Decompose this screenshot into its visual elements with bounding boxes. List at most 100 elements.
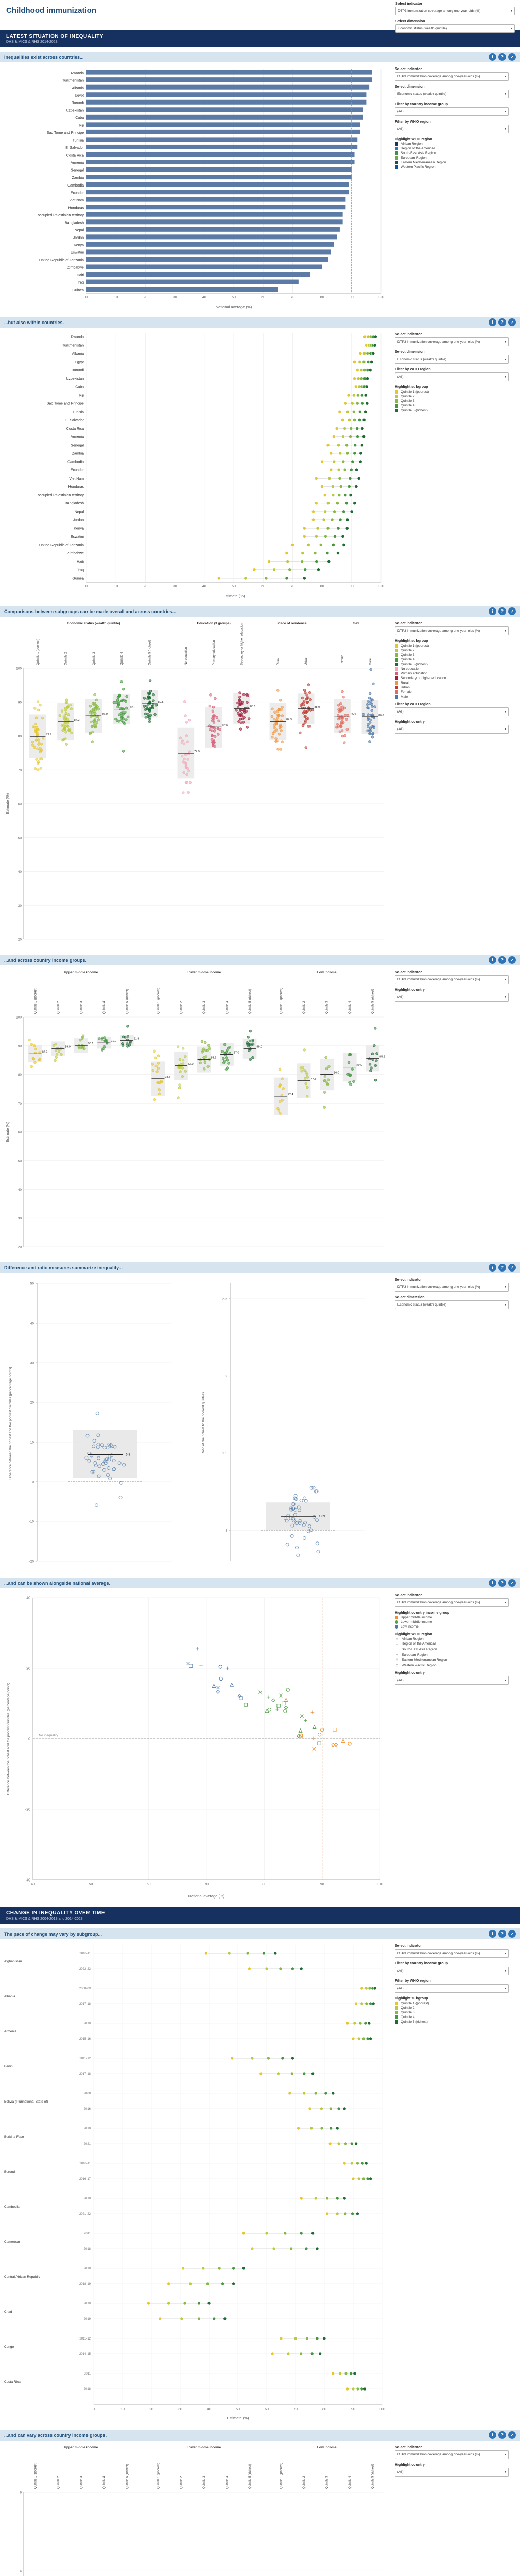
help-icon[interactable]: ? [498, 53, 506, 61]
svg-text:Quintile 3: Quintile 3 [80, 1001, 83, 1014]
share-icon[interactable]: ↗ [508, 1579, 516, 1587]
select-indicator-select[interactable]: DTP3 immunization coverage among one-yea… [395, 72, 509, 81]
svg-text:Quintile 4: Quintile 4 [349, 2476, 352, 2489]
help-icon[interactable]: ? [498, 607, 506, 615]
legend-item[interactable]: ◇ Western Pacific Region [395, 1663, 437, 1668]
select-indicator-select[interactable]: DTP3 immunization coverage among one-yea… [395, 1949, 509, 1958]
help-icon[interactable]: ? [498, 318, 506, 326]
legend-item[interactable]: Quintile 5 (richest) [395, 663, 509, 666]
legend-item[interactable]: ＋ South-East Asia Region [395, 1647, 437, 1652]
change-over-time-dot-plot[interactable]: 0 10 20 30 40 50 60 70 80 90 100 Afghanistan 2010-11… [3, 1941, 392, 2424]
highlight-country-select[interactable]: (All) ▾ [395, 993, 509, 1002]
info-icon[interactable]: i [489, 956, 496, 964]
select-dimension-select[interactable]: Economic status (wealth quintile) ▾ [395, 90, 509, 98]
legend-item[interactable]: Primary education [395, 672, 509, 675]
legend-item[interactable]: □ Region of the Americas [395, 1642, 509, 1646]
select-dimension-select[interactable]: Economic status (wealth quintile) ▾ [395, 355, 509, 364]
filter-by-country-income-group-select[interactable]: (All) ▾ [395, 1967, 509, 1975]
legend-item[interactable]: Quintile 5 (richest) [395, 2020, 509, 2024]
subgroup-beeswarm-chart[interactable]: 20 30 40 50 60 70 80 90 100 Economic status (weal… [3, 619, 392, 948]
legend-item[interactable]: Low income [395, 1625, 509, 1629]
select-dimension-select[interactable]: Economic status (wealth quintile) ▾ [395, 1300, 509, 1309]
select-indicator-select[interactable]: DTP3 immunization coverage among one-yea… [395, 337, 509, 346]
share-icon[interactable]: ↗ [508, 1264, 516, 1272]
help-icon[interactable]: ? [498, 956, 506, 964]
legend-item[interactable]: ○ African Region [395, 1637, 509, 1641]
legend-item[interactable]: Quintile 5 (richest) [395, 409, 509, 412]
highlight-country-select[interactable]: (All) ▾ [395, 1676, 509, 1685]
legend-item[interactable]: Quintile 3 [395, 2011, 509, 2014]
legend-item[interactable]: Quintile 4 [395, 2015, 509, 2019]
select-dimension-select[interactable]: Economic status (wealth quintile) ▾ [395, 24, 515, 33]
legend-item[interactable]: Quintile 4 [395, 404, 509, 408]
legend-item[interactable]: Upper middle income [395, 1616, 509, 1619]
info-icon[interactable]: i [489, 607, 496, 615]
info-icon[interactable]: i [489, 318, 496, 326]
national-average-scatter-plot[interactable]: 40 50 60 70 80 90 100 -40 -20 0 20 40 No inequality N… [3, 1590, 392, 1902]
legend-item[interactable]: Urban [395, 686, 509, 689]
legend-item[interactable]: Quintile 1 (poorest) [395, 2002, 509, 2005]
info-icon[interactable]: i [489, 1930, 496, 1938]
svg-text:Congo: Congo [4, 2345, 14, 2349]
filter-by-who-region-select[interactable]: (All) ▾ [395, 372, 509, 381]
legend-item[interactable]: Eastern Mediterranean Region [395, 161, 509, 164]
highlight-country-select[interactable]: (All) ▾ [395, 725, 509, 734]
filter-by-country-income-group-select[interactable]: (All) ▾ [395, 107, 509, 116]
national-average-bar-chart[interactable]: 0 10 20 30 40 50 60 70 80 90 100 Rwanda Turkmenistan… [3, 64, 392, 311]
info-icon[interactable]: i [489, 1579, 496, 1587]
filter-by-who-region-select[interactable]: (All) ▾ [395, 707, 509, 716]
share-icon[interactable]: ↗ [508, 53, 516, 61]
filter-by-who-region-select[interactable]: (All) ▾ [395, 125, 509, 133]
highlight-country-select[interactable]: (All) ▾ [395, 2468, 509, 2477]
info-icon[interactable]: i [489, 53, 496, 61]
svg-text:Lower middle income: Lower middle income [187, 2446, 221, 2449]
legend-item[interactable]: No education [395, 667, 509, 671]
legend-item[interactable]: Western Pacific Region [395, 165, 509, 169]
help-icon[interactable]: ? [498, 1930, 506, 1938]
share-icon[interactable]: ↗ [508, 607, 516, 615]
legend-item[interactable]: Quintile 1 (poorest) [395, 644, 509, 648]
select-indicator-select[interactable]: DTP3 immunization coverage among one-yea… [395, 975, 509, 984]
select-indicator-select[interactable]: DTP3 immunization coverage among one-yea… [395, 1283, 509, 1292]
select-indicator-select[interactable]: DTP3 immunization coverage among one-yea… [395, 626, 509, 635]
share-icon[interactable]: ↗ [508, 318, 516, 326]
legend-item[interactable]: Quintile 2 [395, 649, 509, 652]
legend-item[interactable]: Rural [395, 681, 509, 685]
select-indicator-select[interactable]: DTP3 immunization coverage among one-yea… [395, 2450, 509, 2459]
select-indicator-select[interactable]: DTP3 immunization coverage among one-yea… [395, 7, 515, 15]
legend-item[interactable]: ✕ Eastern Mediterranean Region [395, 1658, 447, 1663]
legend-item[interactable]: Quintile 1 (poorest) [395, 390, 509, 394]
legend-item[interactable]: South-East Asia Region [395, 151, 509, 155]
info-icon[interactable]: i [489, 1264, 496, 1272]
legend-item[interactable]: △ European Region [395, 1653, 428, 1657]
legend-item[interactable]: Female [395, 690, 509, 694]
legend-item[interactable]: African Region [395, 142, 509, 146]
info-icon[interactable]: i [489, 2431, 496, 2439]
help-icon[interactable]: ? [498, 1579, 506, 1587]
legend-item[interactable]: Quintile 2 [395, 2006, 509, 2010]
filter-by-who-region-select[interactable]: (All) ▾ [395, 1984, 509, 1993]
legend-item[interactable]: European Region [395, 156, 509, 160]
legend-item[interactable]: Male [395, 695, 509, 699]
select-indicator-select[interactable]: DTP3 immunization coverage among one-yea… [395, 1598, 509, 1607]
svg-text:Low income: Low income [317, 971, 337, 974]
income-beeswarm-chart[interactable]: 20 30 40 50 60 70 80 90 100 Upper middle income Lo… [3, 968, 392, 1256]
legend-item[interactable]: Quintile 4 [395, 658, 509, 662]
chevron-down-icon: ▾ [504, 710, 506, 714]
legend-item[interactable]: Quintile 2 [395, 395, 509, 398]
help-icon[interactable]: ? [498, 2431, 506, 2439]
share-icon[interactable]: ↗ [508, 2431, 516, 2439]
legend-item[interactable]: Lower middle income [395, 1620, 509, 1624]
help-icon[interactable]: ? [498, 1264, 506, 1272]
legend-item[interactable]: Secondary or higher education [395, 676, 509, 680]
share-icon[interactable]: ↗ [508, 956, 516, 964]
share-icon[interactable]: ↗ [508, 1930, 516, 1938]
difference-ratio-strip-plots[interactable]: -20 -10 0 10 20 30 40 50 6.8 Difference between t… [3, 1275, 392, 1571]
svg-text:2010-11: 2010-11 [79, 1952, 91, 1955]
legend-item[interactable]: Region of the Americas [395, 147, 509, 150]
legend-item[interactable]: Quintile 3 [395, 399, 509, 403]
legend-item[interactable]: Quintile 3 [395, 653, 509, 657]
quintile-dot-plot[interactable]: 0 10 20 30 40 50 60 70 80 90 100 Rwanda Turkmenistan… [3, 330, 392, 600]
quintile-4-swatch-icon [395, 404, 398, 408]
